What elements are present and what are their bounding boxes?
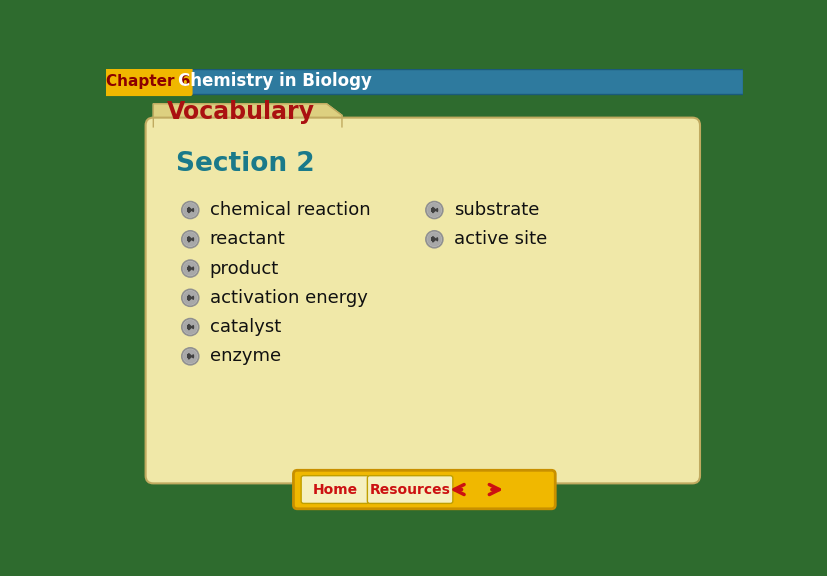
Text: active site: active site <box>453 230 546 248</box>
Circle shape <box>182 260 198 277</box>
Circle shape <box>183 232 197 247</box>
Text: activation energy: activation energy <box>209 289 367 307</box>
FancyBboxPatch shape <box>186 237 189 241</box>
FancyBboxPatch shape <box>186 325 189 329</box>
Circle shape <box>425 231 442 248</box>
Circle shape <box>427 232 441 247</box>
Text: product: product <box>209 260 279 278</box>
Text: Chapter 6: Chapter 6 <box>106 74 190 89</box>
FancyBboxPatch shape <box>186 354 189 358</box>
Polygon shape <box>189 324 192 330</box>
Text: Section 2: Section 2 <box>176 151 314 177</box>
Circle shape <box>182 202 198 218</box>
FancyBboxPatch shape <box>105 69 743 513</box>
FancyBboxPatch shape <box>430 237 433 241</box>
Polygon shape <box>433 237 435 242</box>
Circle shape <box>182 231 198 248</box>
Polygon shape <box>189 295 192 301</box>
Text: enzyme: enzyme <box>209 347 280 365</box>
Text: substrate: substrate <box>453 201 538 219</box>
FancyBboxPatch shape <box>293 470 555 509</box>
Circle shape <box>183 349 197 363</box>
FancyBboxPatch shape <box>186 208 189 212</box>
Circle shape <box>183 262 197 276</box>
FancyBboxPatch shape <box>103 67 193 96</box>
Circle shape <box>183 291 197 305</box>
Text: chemical reaction: chemical reaction <box>209 201 370 219</box>
FancyBboxPatch shape <box>301 476 369 503</box>
Circle shape <box>182 319 198 336</box>
FancyBboxPatch shape <box>105 69 743 94</box>
Polygon shape <box>189 207 192 213</box>
FancyBboxPatch shape <box>186 296 189 300</box>
Text: Vocabulary: Vocabulary <box>167 100 315 124</box>
FancyBboxPatch shape <box>367 476 452 503</box>
Polygon shape <box>189 237 192 242</box>
Text: Resources: Resources <box>369 483 450 497</box>
Polygon shape <box>189 266 192 271</box>
FancyBboxPatch shape <box>430 208 433 212</box>
Circle shape <box>425 202 442 218</box>
Text: Home: Home <box>312 483 357 497</box>
Circle shape <box>427 203 441 217</box>
Text: catalyst: catalyst <box>209 318 280 336</box>
Circle shape <box>182 289 198 306</box>
Circle shape <box>183 203 197 217</box>
Text: reactant: reactant <box>209 230 285 248</box>
Polygon shape <box>189 354 192 359</box>
Circle shape <box>182 348 198 365</box>
FancyBboxPatch shape <box>146 118 699 483</box>
FancyBboxPatch shape <box>186 267 189 271</box>
Text: Chemistry in Biology: Chemistry in Biology <box>178 73 371 90</box>
FancyBboxPatch shape <box>105 69 190 81</box>
Polygon shape <box>153 104 342 127</box>
Circle shape <box>183 320 197 334</box>
Polygon shape <box>433 207 435 213</box>
